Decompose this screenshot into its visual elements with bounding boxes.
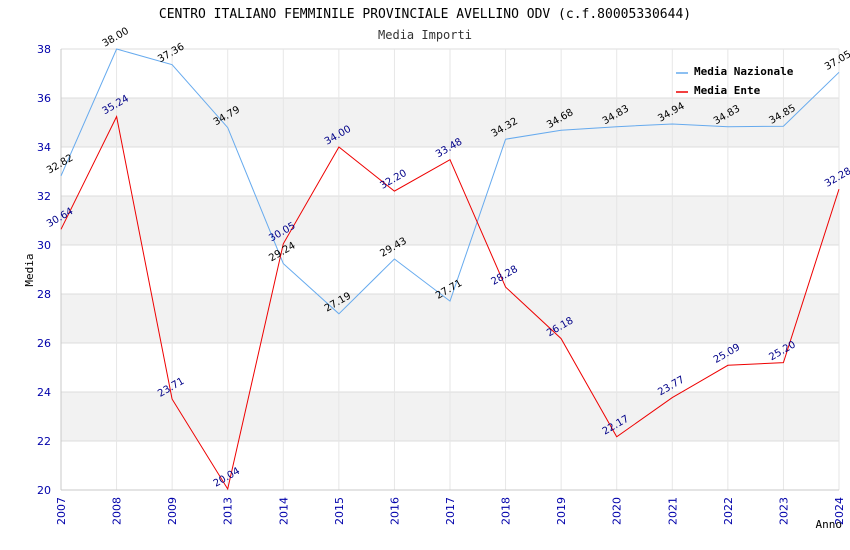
y-tick-label: 20 bbox=[37, 484, 51, 497]
chart-subtitle: Media Importi bbox=[378, 28, 472, 42]
y-tick-label: 34 bbox=[37, 141, 51, 154]
x-tick-label: 2021 bbox=[666, 497, 679, 525]
y-tick-label: 30 bbox=[37, 239, 51, 252]
y-tick-label: 38 bbox=[37, 43, 51, 56]
y-tick-label: 24 bbox=[37, 386, 51, 399]
axes bbox=[60, 49, 839, 491]
y-tick-label: 36 bbox=[37, 92, 51, 105]
series-line-media-nazionale bbox=[60, 48, 840, 315]
x-tick-label: 2023 bbox=[777, 497, 790, 525]
x-tick-label: 2017 bbox=[444, 497, 457, 525]
x-tick-label: 2016 bbox=[388, 497, 401, 525]
y-tick-label: 32 bbox=[37, 190, 51, 203]
data-label-media-ente: 32.20 bbox=[378, 168, 408, 192]
data-label-media-nazionale: 38.00 bbox=[101, 26, 131, 50]
data-label-media-nazionale: 37.36 bbox=[156, 41, 186, 65]
chart-title: CENTRO ITALIANO FEMMINILE PROVINCIALE AV… bbox=[159, 7, 691, 22]
y-tick-label: 28 bbox=[37, 288, 51, 301]
x-tick-label: 2013 bbox=[222, 497, 235, 525]
x-tick-label: 2007 bbox=[55, 497, 68, 525]
x-tick-labels: 2007 2008 2009 2013 2014 2015 2016 2017 2018 2019… bbox=[55, 497, 846, 525]
data-label-media-ente: 20.04 bbox=[212, 466, 242, 490]
y-axis-label: Media bbox=[23, 253, 36, 286]
y-tick-labels: 20 22 24 26 28 30 32 34 36 38 bbox=[37, 43, 51, 497]
x-tick-label: 2020 bbox=[611, 497, 624, 525]
x-tick-label: 2014 bbox=[277, 497, 290, 525]
y-tick-label: 26 bbox=[37, 337, 51, 350]
data-label-media-nazionale: 37.05 bbox=[823, 49, 850, 73]
data-label-media-ente: 25.09 bbox=[712, 342, 742, 366]
x-tick-label: 2024 bbox=[833, 497, 846, 525]
series-lines bbox=[60, 48, 840, 491]
x-tick-label: 2015 bbox=[333, 497, 346, 525]
x-tick-label: 2009 bbox=[166, 497, 179, 525]
x-tick-label: 2018 bbox=[500, 497, 513, 525]
series-line-media-ente bbox=[60, 115, 840, 491]
x-tick-label: 2019 bbox=[555, 497, 568, 525]
data-label-media-ente: 32.28 bbox=[823, 166, 850, 190]
x-tick-label: 2022 bbox=[722, 497, 735, 525]
y-tick-label: 22 bbox=[37, 435, 51, 448]
legend-label-media-nazionale: Media Nazionale bbox=[694, 65, 794, 78]
legend-label-media-ente: Media Ente bbox=[694, 84, 761, 97]
x-tick-label: 2008 bbox=[111, 497, 124, 525]
data-label-media-nazionale: 32.82 bbox=[45, 153, 75, 177]
legend: Media Nazionale Media Ente bbox=[676, 65, 794, 97]
x-axis-label: Anno bbox=[816, 518, 843, 531]
